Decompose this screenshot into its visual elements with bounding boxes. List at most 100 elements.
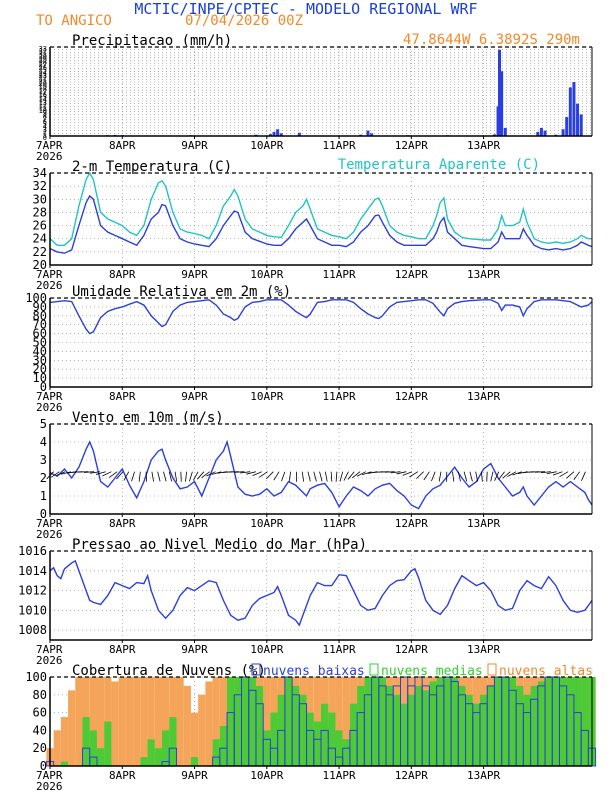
wind-barb [174, 471, 178, 482]
y-tick-label: 3 [43, 126, 47, 134]
wind-barb [192, 471, 199, 481]
cloud-bar [248, 677, 256, 766]
wind-barb [384, 471, 395, 473]
cloud-bar [147, 677, 155, 766]
wind-barb [507, 471, 517, 477]
cloud-bar [111, 681, 119, 766]
legend-swatch [369, 663, 379, 676]
cloud-bar [422, 690, 430, 766]
wind-barb [55, 471, 66, 477]
y-tick-label: 20 [33, 258, 47, 272]
cloud-bar [162, 730, 170, 766]
x-tick-label: 8APR [109, 268, 136, 281]
cloud-bar [508, 677, 517, 766]
y-tick-label: 2 [40, 471, 47, 485]
cloud-bar [60, 761, 69, 766]
x-tick-label: 11APR [323, 643, 356, 656]
x-tick-label: 8APR [109, 517, 136, 530]
x-tick-label: 13APR [467, 769, 500, 782]
x-tick-label: 10APR [250, 769, 283, 782]
y-tick-label: 4 [43, 123, 47, 131]
cloud-bar [487, 685, 495, 766]
wind-barb [50, 471, 60, 478]
header-coords: 47.8644W 6.3892S 290m [403, 32, 580, 48]
wind-barb [151, 471, 154, 482]
cloud-bar [125, 677, 134, 766]
series-line [49, 299, 593, 335]
cloud-bar [545, 677, 553, 766]
y-tick-label: 16 [39, 91, 47, 99]
y-tick-label: 50 [33, 336, 47, 350]
cloud-bar [573, 677, 582, 766]
y-tick-label: 1 [40, 489, 47, 503]
y-tick-label: 0 [40, 759, 47, 773]
cloud-bar [212, 739, 220, 766]
wind-barb [301, 471, 305, 482]
wind-barb [481, 471, 483, 482]
wind-barb [206, 471, 216, 477]
cloud-bar [284, 677, 293, 766]
precip-bar [536, 131, 540, 136]
wind-barb [168, 471, 173, 482]
wind-barb [234, 471, 245, 473]
cloud-bar [393, 694, 401, 766]
precip-bar [568, 87, 572, 136]
wind-barb [288, 471, 292, 482]
wind-barb [61, 471, 72, 475]
y-tick-label: 20 [39, 80, 47, 88]
y-tick-label: 13 [39, 99, 47, 107]
precip-bar [503, 127, 507, 136]
precip-bar [370, 133, 374, 136]
cloud-bar [386, 685, 394, 766]
wind-barb [116, 471, 124, 480]
cloud-bar [212, 677, 220, 766]
precip-bar [276, 129, 280, 136]
y-tick-label: 5 [40, 417, 47, 431]
wind-barb [438, 471, 442, 482]
x-tick-label: 13APR [467, 643, 500, 656]
x-tick-label: 13APR [467, 139, 500, 152]
cloud-bar [342, 739, 350, 766]
y-tick-label: 80 [33, 309, 47, 323]
wind-barb [347, 471, 355, 480]
y-tick-label: 100 [25, 291, 47, 305]
cloud-bar [407, 694, 415, 766]
y-tick-label: 5 [43, 121, 47, 129]
precip-bar [500, 71, 504, 136]
y-tick-label: 17 [39, 88, 47, 96]
cloud-bar [270, 712, 278, 766]
cloud-bar [479, 694, 488, 766]
cloud-bar [227, 677, 235, 766]
precip-bar [561, 129, 565, 136]
precip-bar [497, 49, 501, 136]
series-line [49, 194, 593, 254]
wind-barb [566, 471, 575, 479]
wind-barb [416, 471, 424, 479]
cloud-bar [154, 748, 163, 766]
x-tick-label: 11APR [323, 139, 356, 152]
wind-barb [463, 471, 468, 482]
y-tick-label: 6 [43, 118, 47, 126]
series-line [49, 559, 593, 627]
cloud-bar [501, 677, 509, 766]
cloud-bar [89, 730, 97, 766]
cloud-bar [335, 677, 343, 766]
panel-title: Umidade Relativa em 2m (%) [72, 284, 291, 300]
cloud-bar [429, 681, 437, 766]
cloud-bar [451, 677, 459, 766]
wind-barb [240, 471, 251, 474]
x-tick-label: 9APR [181, 643, 208, 656]
y-tick-label: 30 [33, 353, 47, 367]
precip-bar [268, 134, 272, 136]
cloud-bar [458, 685, 466, 766]
y-tick-label: 32 [39, 48, 47, 56]
y-tick-label: 22 [33, 245, 47, 259]
x-tick-label: 12APR [395, 390, 428, 403]
cloud-bar [205, 681, 213, 766]
cloud-bar [559, 677, 567, 766]
cloud-bar [241, 677, 249, 766]
cloud-bar [349, 703, 358, 766]
cloud-bar [96, 748, 105, 766]
cloud-bar [400, 703, 408, 766]
legend-apparent-temp: Temperatura Aparente (C) [338, 157, 540, 173]
